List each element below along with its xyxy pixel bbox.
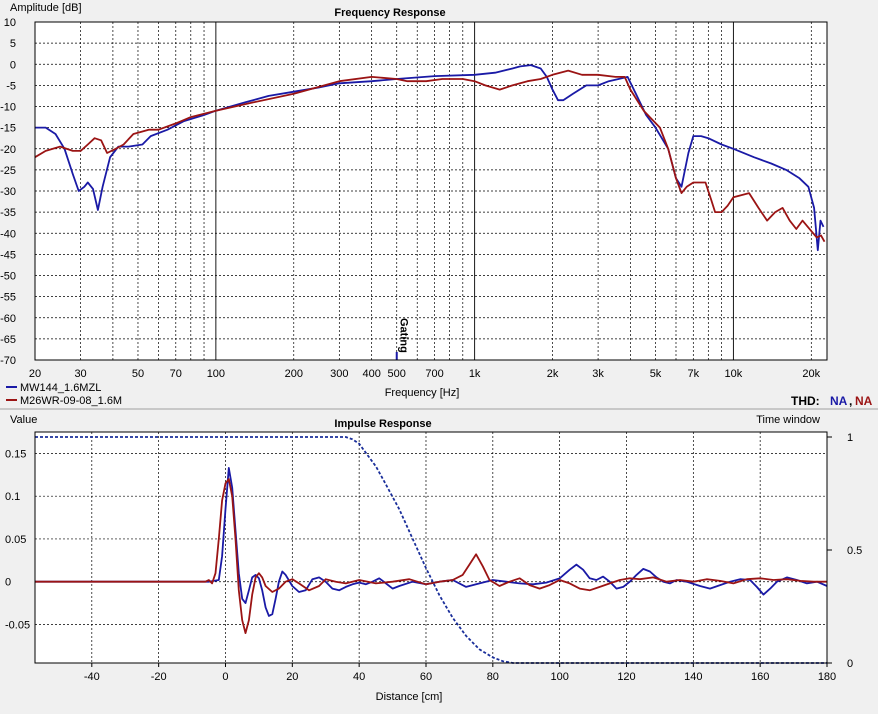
impulse-series-line-2: [35, 478, 827, 634]
impulse-x-tick-label: 60: [420, 671, 432, 683]
frequency-x-tick-label: 100: [207, 368, 225, 380]
impulse-x-ticks: -40 -20 0 20 40 60 80 100 120 140 160 180: [84, 663, 836, 683]
gating-marker: Gating: [395, 318, 410, 360]
frequency-y-tick-label: -25: [0, 165, 16, 177]
thd-label: THD:: [791, 394, 820, 408]
distance-axis-label: Distance [cm]: [376, 691, 443, 703]
frequency-y-ticks: 10 5 0 -5 -10 -15 -20 -25 -30 -35 -40 -45 -50 -55 -60 -…: [0, 17, 16, 367]
frequency-y-tick-label: -50: [0, 271, 16, 283]
frequency-y-tick-label: -40: [0, 228, 16, 240]
frequency-x-tick-label: 2k: [547, 368, 559, 380]
frequency-y-tick-label: -35: [0, 207, 16, 219]
frequency-y-tick-label: 5: [10, 38, 16, 50]
frequency-x-ticks: 20 30 50 70 100 200 300 400 500 700 1k 2k 3k 5k 7k 10k 2…: [29, 368, 821, 380]
impulse-y2-tick-label: 0.5: [847, 545, 862, 557]
frequency-response-plot: Frequency Response Amplitude [dB] 1050-5…: [0, 2, 873, 408]
frequency-x-tick-label: 5k: [650, 368, 662, 380]
legend-label-series-2: M26WR-09-08_1.6M: [20, 395, 122, 407]
impulse-x-tick-label: 140: [684, 671, 702, 683]
impulse-response-title: Impulse Response: [334, 418, 431, 430]
impulse-y-ticks: 0.15 0.1 0.05 0 -0.05: [5, 448, 30, 631]
impulse-x-tick-label: 180: [818, 671, 836, 683]
frequency-plot-frame: [34, 21, 828, 361]
frequency-y-tick-label: -20: [0, 144, 16, 156]
impulse-y-tick-label: -0.05: [5, 620, 30, 632]
frequency-x-tick-label: 50: [132, 368, 144, 380]
impulse-plot-area: [35, 432, 827, 663]
impulse-plot-frame: [34, 431, 828, 664]
frequency-x-tick-label: 500: [388, 368, 406, 380]
frequency-y-tick-label: 0: [10, 59, 16, 71]
impulse-y2-tick-label: 1: [847, 432, 853, 444]
frequency-y-tick-label: -10: [0, 102, 16, 114]
frequency-x-tick-label: 10k: [725, 368, 743, 380]
thd-separator: ,: [849, 394, 852, 408]
impulse-x-tick-label: 80: [487, 671, 499, 683]
time-window-line: [35, 436, 827, 664]
impulse-series: [35, 436, 828, 664]
frequency-series: [34, 64, 826, 252]
frequency-x-tick-label: 20k: [802, 368, 820, 380]
thd-value-series-2: NA: [855, 394, 873, 408]
frequency-legend: MW144_1.6MZL M26WR-09-08_1.6M: [6, 382, 122, 407]
impulse-y2-tick-label: 0: [847, 658, 853, 670]
frequency-series-line-2: [34, 69, 826, 243]
frequency-series-line-1: [35, 64, 825, 252]
frequency-x-tick-label: 200: [285, 368, 303, 380]
frequency-x-tick-label: 300: [330, 368, 348, 380]
frequency-y-tick-label: 10: [4, 17, 16, 29]
impulse-x-tick-label: 160: [751, 671, 769, 683]
frequency-axis-label: Frequency [Hz]: [385, 387, 460, 399]
thd-value-series-1: NA: [830, 394, 848, 408]
impulse-x-tick-label: 0: [222, 671, 228, 683]
frequency-x-tick-label: 3k: [592, 368, 604, 380]
impulse-x-tick-label: -40: [84, 671, 100, 683]
frequency-x-tick-label: 700: [425, 368, 443, 380]
frequency-y-tick-label: -70: [0, 355, 16, 367]
frequency-y-tick-label: -30: [0, 186, 16, 198]
impulse-x-tick-label: 40: [353, 671, 365, 683]
frequency-y-tick-label: -60: [0, 313, 16, 325]
frequency-x-tick-label: 400: [362, 368, 380, 380]
impulse-x-tick-label: -20: [151, 671, 167, 683]
impulse-x-tick-label: 100: [550, 671, 568, 683]
value-axis-label: Value: [10, 414, 37, 426]
frequency-x-tick-label: 30: [74, 368, 86, 380]
thd-readout: THD: NA , NA: [791, 394, 873, 408]
time-window-axis-label: Time window: [756, 414, 820, 426]
impulse-y2-ticks: 10.50: [827, 432, 862, 670]
impulse-y-tick-label: 0.1: [5, 491, 20, 503]
frequency-y-tick-label: -45: [0, 249, 16, 261]
impulse-y-tick-label: 0: [5, 577, 11, 589]
impulse-response-plot: Impulse Response Value Time window 0.150…: [0, 408, 878, 703]
frequency-y-tick-label: -55: [0, 292, 16, 304]
impulse-x-tick-label: 120: [617, 671, 635, 683]
frequency-x-tick-label: 20: [29, 368, 41, 380]
frequency-x-tick-label: 70: [170, 368, 182, 380]
impulse-y-tick-label: 0.15: [5, 448, 26, 460]
frequency-response-title: Frequency Response: [334, 7, 445, 19]
gating-marker-label: Gating: [398, 318, 410, 353]
amplitude-axis-label: Amplitude [dB]: [10, 2, 82, 14]
impulse-x-tick-label: 20: [286, 671, 298, 683]
frequency-y-tick-label: -5: [6, 80, 16, 92]
frequency-x-tick-label: 7k: [688, 368, 700, 380]
impulse-y-tick-label: 0.05: [5, 534, 26, 546]
frequency-x-tick-label: 1k: [469, 368, 481, 380]
frequency-y-tick-label: -15: [0, 123, 16, 135]
frequency-y-tick-label: -65: [0, 334, 16, 346]
legend-label-series-1: MW144_1.6MZL: [20, 382, 101, 394]
